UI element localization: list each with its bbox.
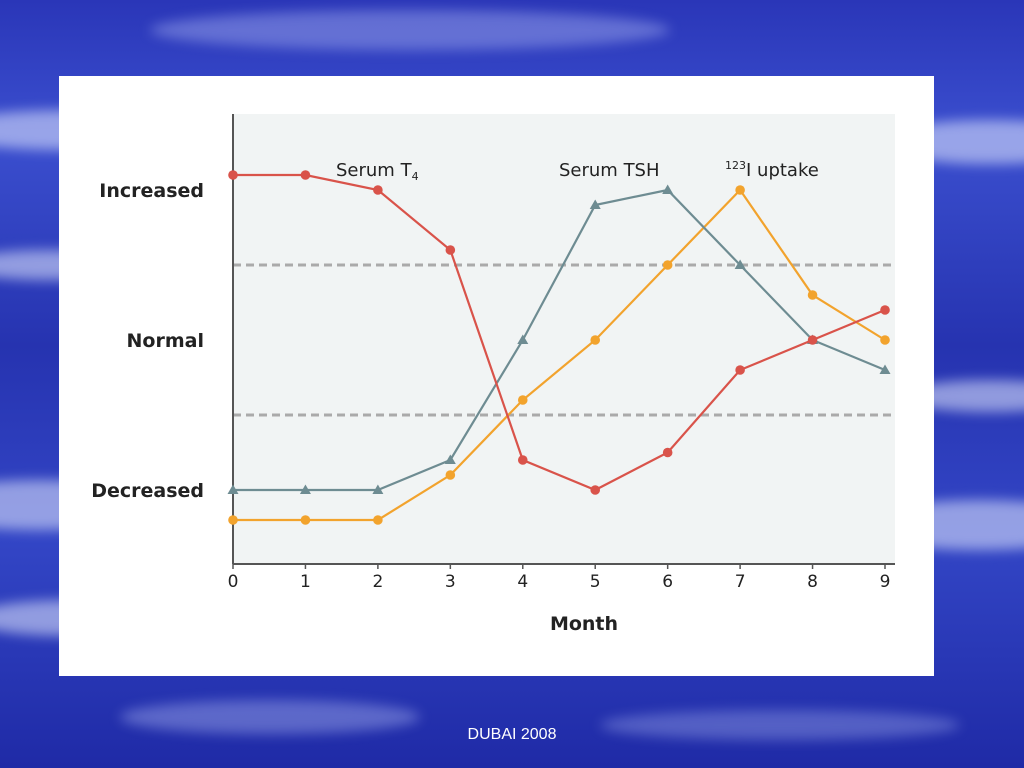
series-label-text: Serum TSH bbox=[559, 160, 660, 181]
series-2-point-9 bbox=[880, 335, 890, 345]
series-0-point-6 bbox=[662, 447, 673, 458]
x-tick-label-6: 6 bbox=[662, 572, 673, 592]
series-2-point-3 bbox=[445, 470, 456, 480]
series-2-point-1 bbox=[300, 515, 311, 525]
series-0-point-8 bbox=[807, 335, 818, 345]
series-2-point-8 bbox=[807, 290, 818, 300]
series-0 bbox=[228, 170, 890, 495]
x-tick-label-9: 9 bbox=[880, 572, 891, 592]
series-1-point-6 bbox=[662, 184, 674, 194]
x-tick-label-3: 3 bbox=[445, 572, 456, 592]
x-tick-label-4: 4 bbox=[517, 572, 528, 592]
series-label-subscript: 4 bbox=[412, 170, 419, 183]
x-tick-labels: 0 1 2 3 4 5 6 7 8 9 bbox=[228, 564, 891, 592]
series-0-point-3 bbox=[445, 245, 456, 255]
series-label-1: Serum TSH bbox=[559, 160, 660, 181]
x-tick-label-5: 5 bbox=[590, 572, 601, 592]
y-label-increased: Increased bbox=[99, 180, 204, 202]
series-2-point-5 bbox=[590, 335, 601, 345]
y-label-normal: Normal bbox=[127, 330, 204, 352]
y-category-labels: Increased Normal Decreased bbox=[91, 180, 204, 502]
series-line-1 bbox=[233, 188, 886, 492]
x-axis-label: Month bbox=[550, 613, 618, 635]
series-label-text: I uptake bbox=[746, 160, 819, 181]
slide-footer: DUBAI 2008 bbox=[467, 726, 557, 743]
y-label-decreased: Decreased bbox=[91, 480, 204, 502]
series-0-point-5 bbox=[590, 485, 601, 495]
x-tick-label-1: 1 bbox=[300, 572, 311, 592]
series-2-point-6 bbox=[662, 260, 673, 270]
series-0-point-4 bbox=[517, 455, 528, 465]
series-label-text: Serum T bbox=[336, 160, 413, 181]
series-0-point-7 bbox=[735, 365, 745, 375]
series-1-point-9 bbox=[879, 364, 891, 374]
series-2-point-0 bbox=[228, 515, 238, 525]
series-0-point-9 bbox=[880, 305, 890, 315]
series-line-2 bbox=[233, 188, 886, 522]
series-1-point-4 bbox=[517, 334, 529, 344]
series-1-point-1 bbox=[299, 484, 311, 494]
x-tick-label-2: 2 bbox=[372, 572, 383, 592]
series-2-point-7 bbox=[735, 185, 745, 195]
series-0-point-1 bbox=[300, 170, 311, 180]
x-tick-label-8: 8 bbox=[807, 572, 818, 592]
series-labels: Serum T4 Serum TSH 123I uptake bbox=[336, 159, 819, 183]
series-label-0: Serum T4 bbox=[336, 160, 419, 183]
series-1-point-5 bbox=[589, 199, 601, 209]
series-1-point-2 bbox=[372, 484, 384, 494]
series-2-point-4 bbox=[517, 395, 528, 405]
series-line-0 bbox=[233, 173, 886, 492]
series-2 bbox=[228, 185, 890, 525]
series-label-superscript: 123 bbox=[725, 159, 746, 172]
series-1-point-7 bbox=[734, 259, 746, 269]
series-1-point-3 bbox=[444, 454, 456, 464]
series-0-point-0 bbox=[228, 170, 238, 180]
series-0-point-2 bbox=[373, 185, 383, 195]
series-1-point-0 bbox=[227, 484, 239, 494]
x-tick-label-7: 7 bbox=[735, 572, 746, 592]
x-tick-label-0: 0 bbox=[228, 572, 239, 592]
series-group bbox=[227, 170, 891, 525]
series-label-2: 123I uptake bbox=[725, 159, 819, 181]
series-2-point-2 bbox=[373, 515, 383, 525]
